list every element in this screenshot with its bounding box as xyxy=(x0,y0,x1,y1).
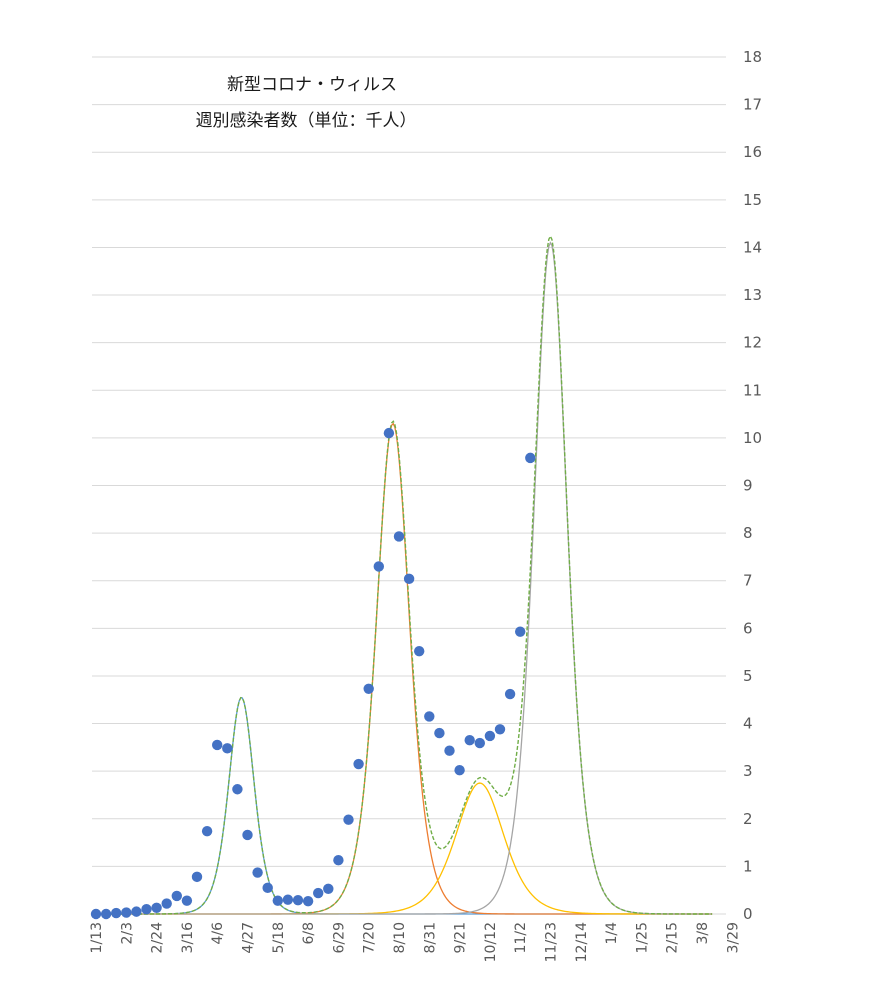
x-tick-label: 6/8 xyxy=(301,922,317,945)
data-point xyxy=(363,683,374,694)
x-tick-label: 2/24 xyxy=(150,922,166,954)
x-tick-label: 12/14 xyxy=(574,922,590,962)
data-point xyxy=(464,735,475,746)
data-point xyxy=(252,867,263,878)
data-point xyxy=(272,895,283,906)
x-tick-label: 3/8 xyxy=(695,922,711,945)
data-point xyxy=(181,895,193,906)
data-point xyxy=(171,890,182,902)
x-tick-label: 4/27 xyxy=(241,922,257,953)
y-tick-label: 18 xyxy=(743,48,762,66)
chart-title-line2: 週別感染者数（単位：千人） xyxy=(196,111,417,131)
data-point xyxy=(282,894,294,905)
data-point xyxy=(504,688,516,700)
x-tick-label: 1/13 xyxy=(89,922,105,953)
y-tick-label: 10 xyxy=(743,429,762,447)
y-tick-label: 15 xyxy=(743,191,762,209)
data-point xyxy=(100,908,112,920)
y-tick-label: 9 xyxy=(743,477,753,495)
y-tick-label: 12 xyxy=(743,334,762,352)
model-curve-total xyxy=(96,234,713,915)
model-curve-wave2 xyxy=(96,422,713,915)
data-point xyxy=(201,825,213,837)
x-tick-label: 4/6 xyxy=(210,922,226,945)
y-tick-label: 16 xyxy=(743,143,762,161)
data-point xyxy=(484,730,496,742)
data-point xyxy=(302,895,314,907)
data-point xyxy=(373,561,384,572)
x-tick-label: 11/23 xyxy=(544,922,560,962)
y-tick-label: 7 xyxy=(743,572,753,590)
data-point xyxy=(262,882,273,894)
data-point xyxy=(222,743,233,754)
data-point xyxy=(323,883,334,894)
y-tick-label: 3 xyxy=(743,762,753,780)
data-point xyxy=(131,906,142,917)
model-curve-wave3 xyxy=(96,782,713,915)
x-tick-label: 7/20 xyxy=(362,922,378,953)
x-tick-label: 8/10 xyxy=(392,922,408,953)
data-point xyxy=(424,711,435,722)
data-point xyxy=(313,887,324,899)
y-tick-label: 4 xyxy=(743,715,753,733)
model-curves xyxy=(96,234,713,915)
data-point xyxy=(141,904,152,915)
y-tick-label: 0 xyxy=(743,905,753,923)
y-tick-label: 6 xyxy=(743,619,753,637)
y-tick-label: 2 xyxy=(743,810,753,828)
model-curve-wave1 xyxy=(96,696,713,915)
data-point xyxy=(383,427,395,439)
y-tick-label: 14 xyxy=(743,238,762,256)
data-point xyxy=(454,765,465,776)
data-point xyxy=(121,907,132,918)
data-point xyxy=(494,724,506,735)
x-tick-label: 3/16 xyxy=(180,922,196,954)
data-point xyxy=(515,626,526,637)
data-point xyxy=(343,814,354,825)
data-point xyxy=(403,573,415,585)
data-point xyxy=(333,854,344,866)
y-tick-label: 1 xyxy=(743,857,753,875)
x-tick-label: 8/31 xyxy=(422,922,438,953)
y-tick-label: 8 xyxy=(743,524,753,542)
y-tick-label: 11 xyxy=(743,381,762,399)
x-tick-label: 1/25 xyxy=(634,922,650,953)
x-tick-label: 6/29 xyxy=(331,922,347,953)
data-point xyxy=(242,829,253,841)
x-tick-label: 3/29 xyxy=(725,922,741,953)
x-tick-label: 2/15 xyxy=(665,922,681,953)
data-point xyxy=(232,784,243,795)
data-point xyxy=(414,645,425,657)
x-tick-label: 10/12 xyxy=(483,922,499,962)
data-point xyxy=(111,907,122,919)
data-point xyxy=(161,898,172,909)
data-point xyxy=(90,908,102,920)
data-point xyxy=(191,871,203,883)
data-point xyxy=(151,902,162,914)
x-tick-label: 9/21 xyxy=(453,922,469,953)
x-axis-ticks: 1/13 2/3 2/24 3/16 4/6 4/27 5/18 6/8 6/29 7/20 8/1… xyxy=(89,922,741,962)
y-tick-label: 13 xyxy=(743,286,762,304)
x-tick-label: 2/3 xyxy=(119,922,135,945)
gridlines xyxy=(92,56,726,915)
x-tick-label: 11/2 xyxy=(513,922,529,953)
y-tick-label: 17 xyxy=(743,96,762,114)
x-tick-label: 5/18 xyxy=(271,922,287,953)
data-point xyxy=(525,452,536,464)
data-point xyxy=(292,894,304,906)
data-point xyxy=(434,727,445,739)
data-point xyxy=(444,745,455,756)
x-tick-label: 1/4 xyxy=(604,922,620,945)
y-tick-label: 5 xyxy=(743,667,753,685)
data-point xyxy=(353,758,364,770)
observed-points xyxy=(90,427,536,920)
data-point xyxy=(212,739,223,751)
data-point xyxy=(393,531,405,542)
chart-title-line1: 新型コロナ・ウィルス xyxy=(227,75,397,95)
data-point xyxy=(474,737,485,749)
